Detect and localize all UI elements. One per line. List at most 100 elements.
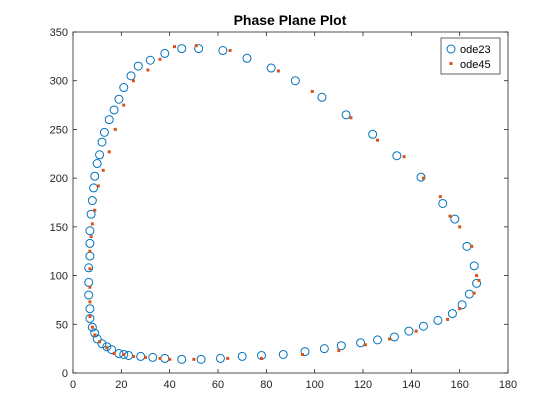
data-point-ode45 [105, 346, 109, 350]
data-point-ode23 [300, 347, 310, 357]
data-point-ode45 [98, 340, 102, 344]
data-point-ode45 [168, 357, 172, 361]
x-tick-label: 20 [115, 379, 127, 391]
data-point-ode45 [158, 356, 162, 360]
data-point-ode45 [475, 274, 479, 278]
data-point-ode45 [337, 349, 341, 353]
y-tick-label: 200 [50, 173, 68, 185]
data-point-ode45 [122, 352, 126, 356]
y-axis-ticks: 0 50 100 150 200 250 300 350 [50, 27, 508, 380]
x-tick-label: 80 [260, 379, 272, 391]
data-point-ode45 [88, 249, 92, 253]
data-point-ode45 [90, 325, 94, 329]
data-point-ode45 [88, 314, 92, 318]
y-tick-label: 150 [50, 222, 68, 234]
data-point-ode45 [89, 235, 93, 239]
data-point-ode45 [90, 222, 94, 226]
data-point-ode23 [119, 83, 129, 93]
data-point-ode23 [373, 335, 382, 345]
data-point-ode23 [84, 290, 94, 300]
y-tick-label: 50 [56, 319, 68, 331]
data-point-ode23 [450, 214, 460, 224]
data-point-ode23 [218, 46, 228, 56]
data-point-ode23 [392, 151, 402, 161]
data-point-ode45 [101, 168, 105, 172]
data-point-ode45 [472, 291, 476, 295]
data-point-ode23 [84, 263, 94, 273]
data-point-ode45 [88, 285, 92, 289]
data-series [84, 44, 482, 364]
data-point-ode23 [92, 159, 102, 169]
data-point-ode23 [102, 342, 112, 352]
data-point-ode23 [177, 354, 187, 364]
data-point-ode23 [194, 44, 204, 54]
y-tick-label: 0 [62, 368, 68, 380]
x-tick-label: 0 [70, 379, 76, 391]
data-point-ode45 [93, 333, 97, 337]
data-point-ode45 [192, 357, 196, 361]
data-point-ode23 [404, 326, 414, 336]
data-point-ode23 [133, 61, 143, 71]
x-axis-ticks: 0 20 40 60 80 100 120 140 160 180 [70, 32, 517, 391]
data-point-ode23 [418, 321, 428, 331]
data-point-ode23 [104, 115, 114, 125]
data-point-ode23 [87, 322, 97, 332]
data-point-ode23 [97, 339, 107, 349]
data-point-ode45 [88, 267, 92, 271]
data-point-ode23 [433, 315, 443, 325]
data-point-ode23 [317, 92, 327, 102]
data-point-ode23 [90, 328, 100, 338]
legend-box [440, 37, 501, 75]
data-point-ode23 [119, 349, 129, 359]
data-point-ode23 [290, 76, 300, 86]
legend-label-ode23: ode23 [460, 44, 491, 56]
data-point-ode23 [99, 127, 109, 137]
data-point-ode45 [173, 45, 176, 49]
data-point-ode23 [177, 44, 187, 54]
x-tick-label: 100 [305, 379, 323, 391]
data-point-ode45 [276, 69, 280, 73]
data-point-ode23 [438, 198, 448, 208]
data-point-ode23 [145, 55, 155, 65]
data-point-ode23 [114, 94, 124, 104]
data-point-ode45 [349, 116, 353, 120]
plot-area [72, 31, 509, 374]
data-point-ode45 [477, 278, 481, 282]
legend: ode23 ode45 [440, 37, 501, 75]
data-point-ode23 [266, 63, 276, 73]
data-point-ode45 [260, 356, 263, 360]
y-tick-label: 350 [50, 27, 68, 39]
data-point-ode23 [215, 353, 225, 363]
data-point-ode23 [356, 338, 366, 348]
y-tick-label: 100 [50, 271, 68, 283]
data-point-ode23 [457, 300, 467, 310]
data-point-ode45 [158, 57, 162, 61]
data-point-ode23 [90, 171, 100, 181]
data-point-ode45 [228, 49, 232, 53]
data-point-ode23 [85, 226, 95, 236]
data-point-ode45 [402, 155, 406, 159]
data-point-ode45 [470, 244, 474, 248]
data-point-ode23 [148, 352, 158, 362]
data-point-ode23 [89, 183, 99, 193]
data-point-ode45 [376, 138, 379, 142]
data-point-ode45 [446, 317, 450, 321]
data-point-ode45 [458, 225, 462, 229]
legend-marker-ode45 [449, 62, 453, 65]
data-point-ode23 [85, 238, 95, 248]
data-point-ode23 [447, 309, 457, 319]
x-tick-label: 180 [499, 379, 517, 391]
data-point-ode23 [368, 129, 378, 139]
x-tick-label: 160 [450, 379, 468, 391]
data-point-ode23 [126, 71, 136, 81]
data-point-ode45 [144, 355, 147, 359]
data-point-ode23 [389, 332, 399, 342]
data-point-ode23 [95, 150, 105, 160]
data-point-ode23 [160, 48, 170, 58]
data-point-ode23 [469, 261, 479, 271]
data-point-ode23 [97, 137, 107, 147]
data-point-ode45 [107, 150, 111, 154]
data-point-ode45 [131, 79, 135, 83]
data-point-ode45 [96, 184, 100, 188]
